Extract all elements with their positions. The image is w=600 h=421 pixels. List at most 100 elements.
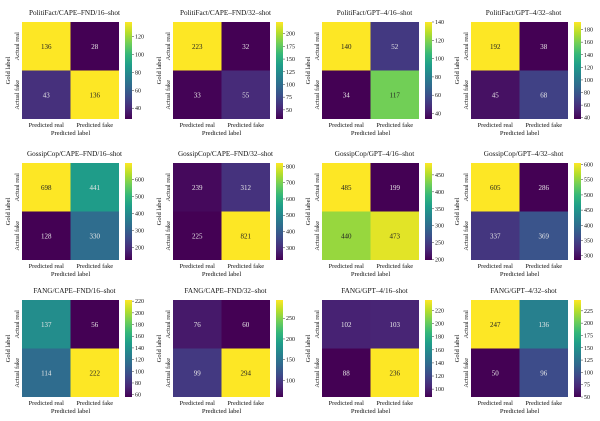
colorbar-tick-label: 450 bbox=[435, 173, 444, 179]
colorbar-tick-label: 140 bbox=[435, 20, 444, 26]
heatmap-cell bbox=[322, 211, 371, 260]
heatmap-cell bbox=[173, 211, 222, 260]
x-tick-label: Predicted real bbox=[478, 263, 514, 270]
cell-value-label: 45 bbox=[492, 91, 500, 99]
y-tick-label: Actual fake bbox=[463, 221, 470, 251]
cell-value-label: 225 bbox=[192, 232, 203, 240]
colorbar-tick-label: 40 bbox=[135, 106, 141, 112]
colorbar-tick-label: 100 bbox=[584, 370, 593, 376]
cell-value-label: 222 bbox=[90, 369, 101, 377]
confusion-matrix-panel: PolitiFact/CAPE–FND/32–shot 223 32 33 55 Actu… bbox=[156, 9, 295, 137]
x-tick-label: Predicted fake bbox=[76, 400, 113, 407]
colorbar bbox=[574, 300, 581, 397]
colorbar-tick-label: 450 bbox=[584, 208, 593, 214]
heatmap-cell bbox=[370, 300, 419, 349]
colorbar-tick-label: 400 bbox=[135, 212, 144, 218]
colorbar bbox=[425, 163, 432, 260]
confusion-matrix-panel: FANG/GPT–4/32–shot 247 136 50 96 Actual real A… bbox=[454, 287, 593, 415]
x-axis-title: Predicted label bbox=[51, 271, 91, 278]
y-axis-title: Gold label bbox=[156, 198, 163, 226]
x-tick-label: Predicted fake bbox=[376, 400, 413, 407]
heatmap-cell bbox=[519, 348, 568, 397]
colorbar-tick-label: 200 bbox=[435, 322, 444, 328]
colorbar-tick-label: 350 bbox=[435, 207, 444, 213]
colorbar-tick-label: 160 bbox=[435, 348, 444, 354]
cell-value-label: 114 bbox=[41, 369, 52, 377]
colorbar-tick-label: 60 bbox=[435, 93, 441, 99]
colorbar-tick-label: 200 bbox=[135, 311, 144, 317]
cell-value-label: 88 bbox=[343, 369, 351, 377]
colorbar bbox=[574, 163, 581, 260]
colorbar-tick-label: 300 bbox=[584, 254, 593, 260]
colorbar-tick-label: 180 bbox=[135, 323, 144, 329]
x-tick-label: Predicted real bbox=[329, 400, 365, 407]
colorbar-tick-label: 180 bbox=[584, 28, 593, 34]
colorbar bbox=[425, 22, 432, 119]
y-axis-title: Gold label bbox=[305, 335, 312, 363]
cell-value-label: 369 bbox=[539, 232, 550, 240]
cell-value-label: 239 bbox=[192, 184, 203, 192]
x-tick-label: Predicted fake bbox=[376, 263, 413, 270]
colorbar-tick-label: 220 bbox=[435, 308, 444, 314]
confusion-matrix-panel: PolitiFact/CAPE–FND/16–shot 136 28 43 136 Act… bbox=[5, 9, 144, 137]
heatmap-cell bbox=[70, 22, 119, 71]
y-tick-label: Actual real bbox=[314, 310, 321, 338]
y-axis-title: Gold label bbox=[454, 335, 461, 363]
x-axis-title: Predicted label bbox=[202, 130, 242, 137]
colorbar-tick-label: 80 bbox=[435, 75, 441, 81]
confusion-matrix-panel: FANG/CAPE–FND/32–shot 76 60 99 294 Actual rea… bbox=[156, 287, 295, 415]
panel-title: GossipCop/CAPE–FND/32–shot bbox=[178, 150, 273, 158]
heatmap-cell bbox=[471, 70, 520, 119]
heatmap-cell bbox=[22, 300, 71, 349]
cell-value-label: 199 bbox=[390, 184, 401, 192]
colorbar-tick-label: 300 bbox=[135, 229, 144, 235]
y-tick-label: Actual fake bbox=[14, 221, 21, 251]
colorbar-tick-label: 200 bbox=[584, 321, 593, 327]
y-tick-label: Actual fake bbox=[314, 80, 321, 110]
y-axis-title: Gold label bbox=[156, 57, 163, 85]
y-tick-label: Actual fake bbox=[14, 80, 21, 110]
colorbar-tick-label: 400 bbox=[435, 190, 444, 196]
cell-value-label: 473 bbox=[390, 232, 401, 240]
colorbar-tick-label: 100 bbox=[135, 52, 144, 58]
heatmap-cell bbox=[322, 348, 371, 397]
colorbar-tick-label: 180 bbox=[435, 335, 444, 341]
heatmap-cell bbox=[70, 70, 119, 119]
x-axis-title: Predicted label bbox=[51, 130, 91, 137]
confusion-matrix-panel: GossipCop/CAPE–FND/32–shot 239 312 225 821 Ac… bbox=[156, 150, 295, 278]
colorbar-tick-label: 60 bbox=[135, 88, 141, 94]
colorbar bbox=[276, 22, 283, 119]
x-tick-label: Predicted real bbox=[29, 122, 65, 129]
cell-value-label: 192 bbox=[490, 43, 501, 51]
cell-value-label: 33 bbox=[194, 91, 202, 99]
cell-value-label: 136 bbox=[90, 91, 101, 99]
cell-value-label: 137 bbox=[41, 321, 52, 329]
x-axis-title: Predicted label bbox=[500, 408, 540, 415]
cell-value-label: 102 bbox=[341, 321, 352, 329]
x-axis-title: Predicted label bbox=[202, 408, 242, 415]
heatmap-cell bbox=[221, 300, 270, 349]
heatmap-cell bbox=[221, 163, 270, 212]
heatmap-cell bbox=[70, 348, 119, 397]
heatmap-cell bbox=[370, 163, 419, 212]
colorbar-tick-label: 100 bbox=[435, 57, 444, 63]
x-tick-label: Predicted fake bbox=[376, 122, 413, 129]
y-tick-label: Actual fake bbox=[463, 80, 470, 110]
colorbar-tick-label: 100 bbox=[435, 387, 444, 393]
cell-value-label: 821 bbox=[241, 232, 252, 240]
x-axis-title: Predicted label bbox=[500, 271, 540, 278]
colorbar-tick-label: 600 bbox=[286, 197, 295, 203]
heatmap-cell bbox=[221, 22, 270, 71]
heatmap-cell bbox=[322, 163, 371, 212]
colorbar-tick-label: 80 bbox=[584, 91, 590, 97]
heatmap-cell bbox=[471, 300, 520, 349]
colorbar-tick-label: 120 bbox=[584, 65, 593, 71]
y-tick-label: Actual fake bbox=[314, 221, 321, 251]
colorbar bbox=[276, 163, 283, 260]
x-axis-title: Predicted label bbox=[351, 271, 391, 278]
heatmap-cell bbox=[70, 300, 119, 349]
heatmap-cell bbox=[471, 163, 520, 212]
heatmap-cell bbox=[519, 70, 568, 119]
cell-value-label: 38 bbox=[540, 43, 548, 51]
cell-value-label: 52 bbox=[391, 43, 399, 51]
